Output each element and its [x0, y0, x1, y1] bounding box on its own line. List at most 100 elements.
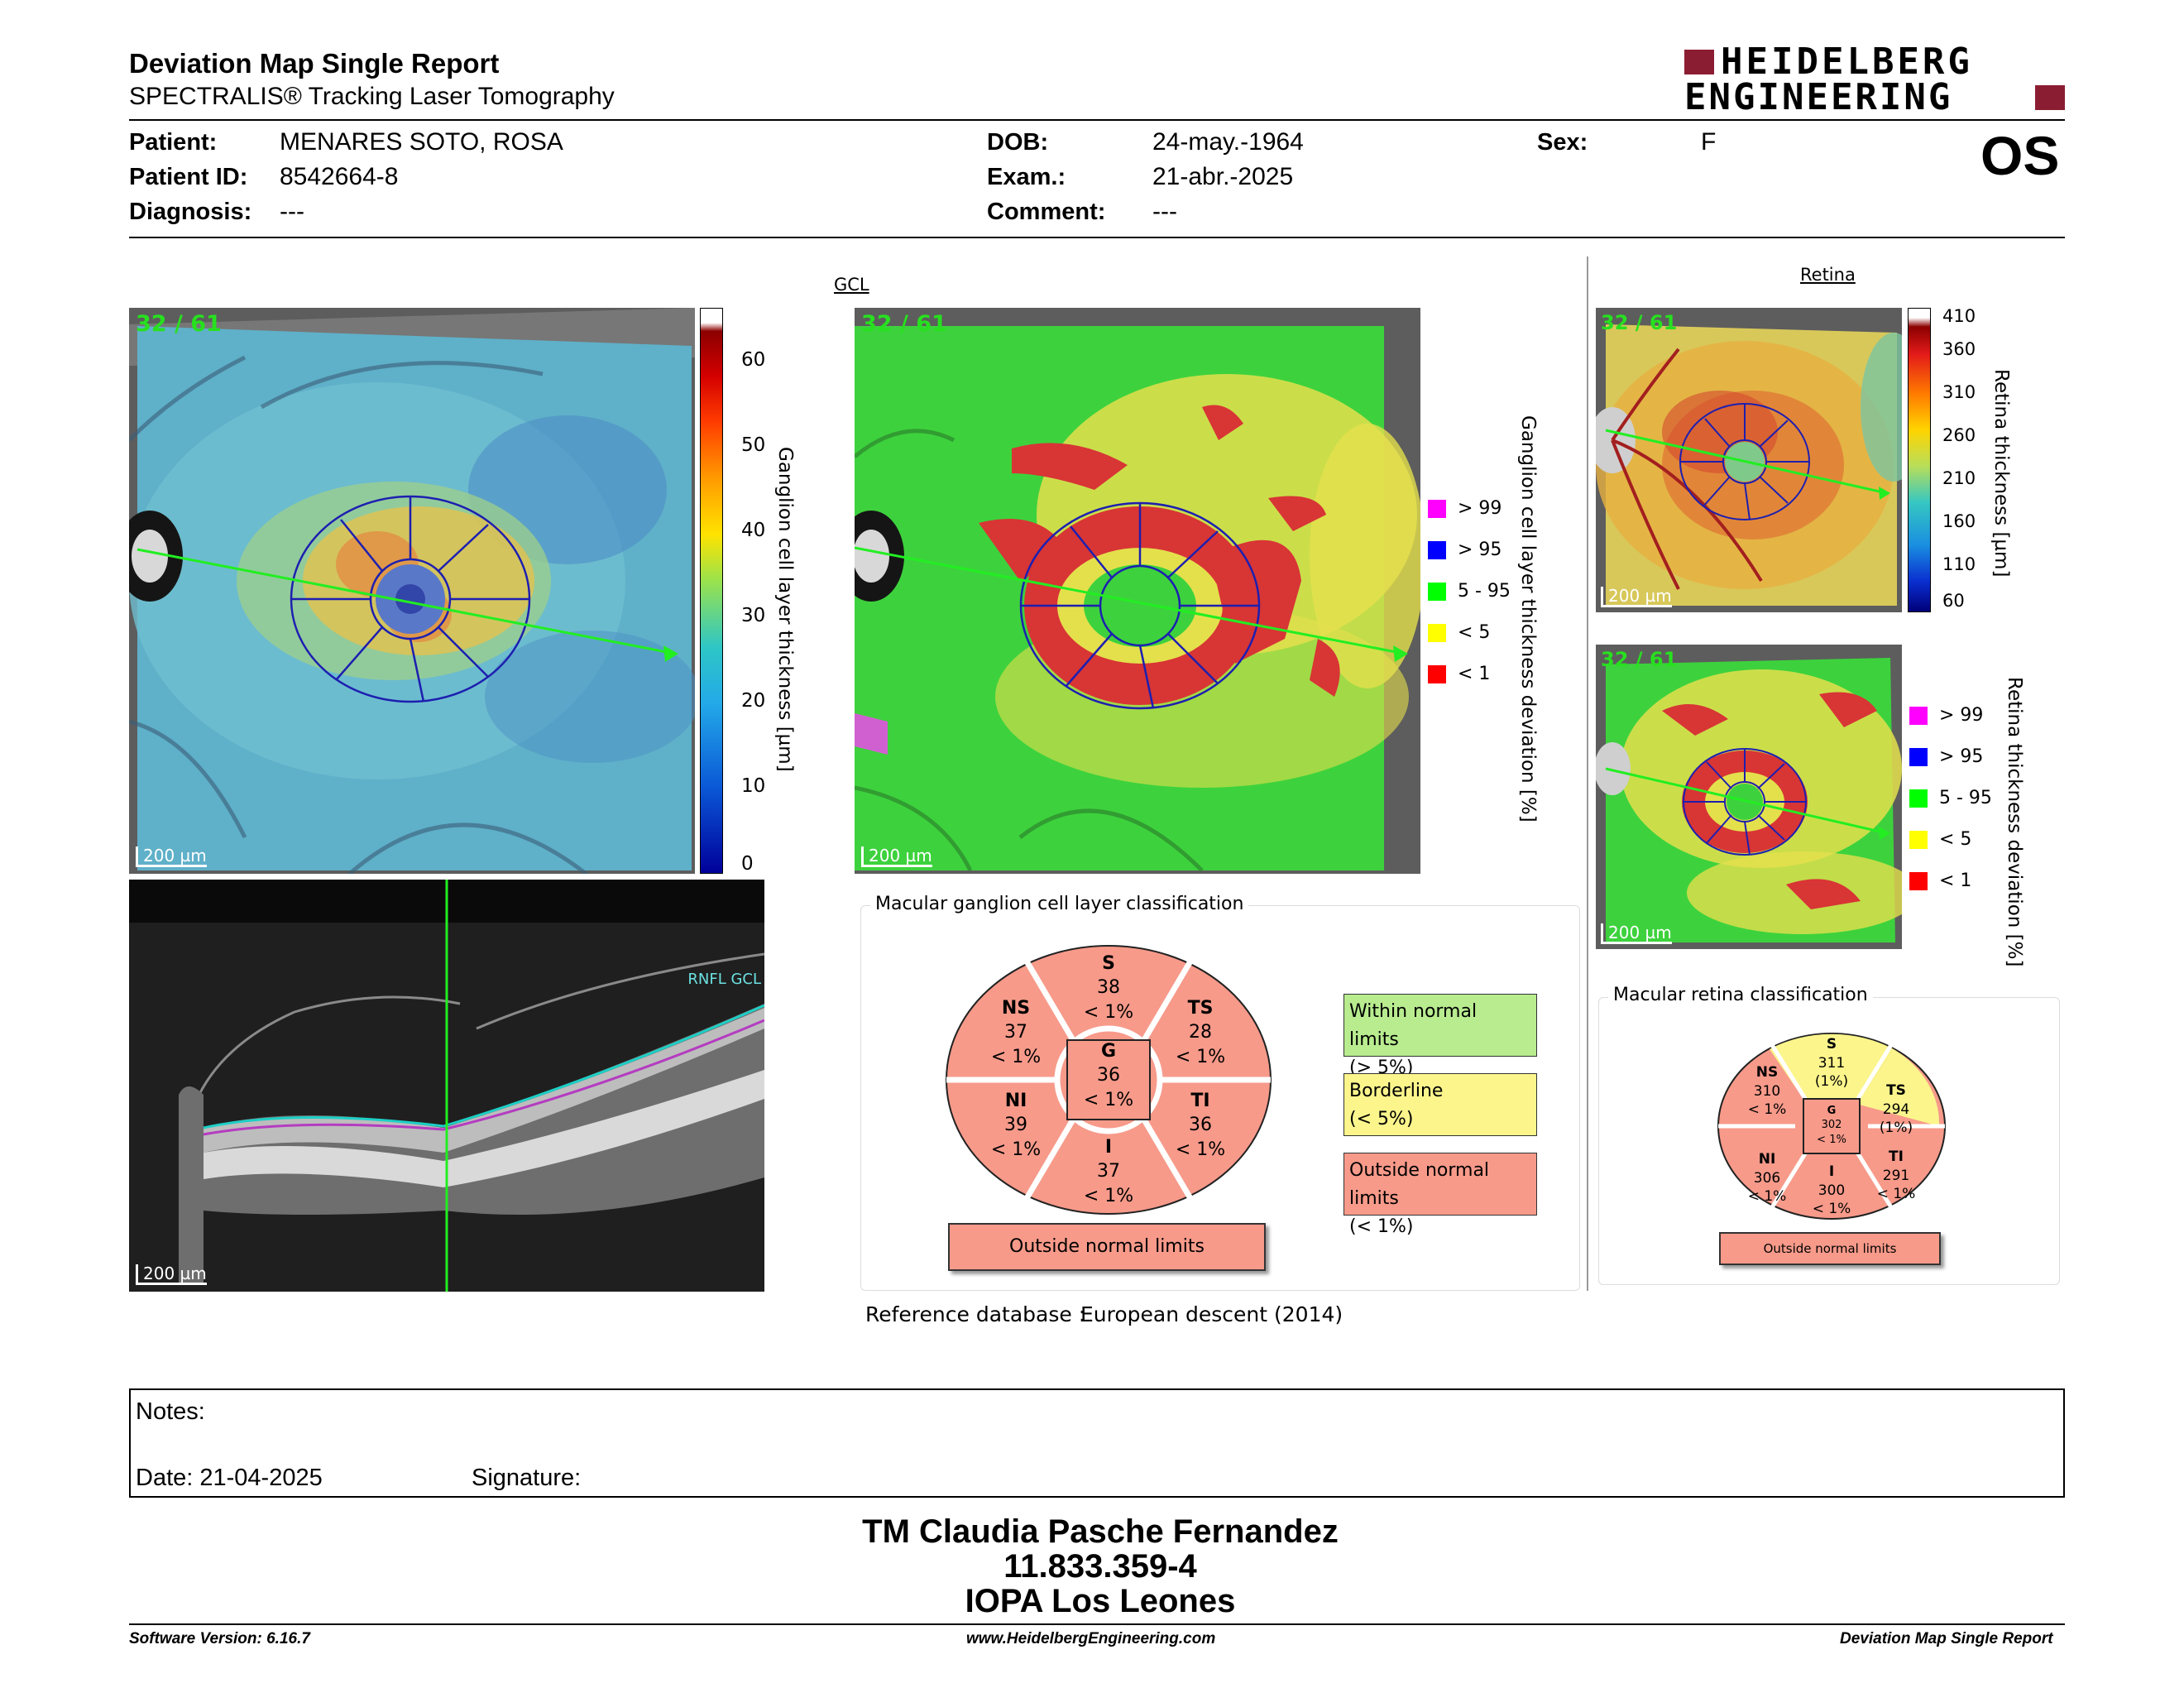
legend-box: Outside normal limits (< 1%) — [1343, 1153, 1537, 1237]
slice-counter: 32 / 61 — [136, 311, 222, 337]
legend-swatch — [1428, 623, 1446, 642]
colorbar-tick: 410 — [1942, 306, 1976, 326]
slice-counter: 32 / 61 — [861, 311, 947, 337]
notes-label: Notes: — [136, 1398, 205, 1425]
legend-swatch — [1909, 706, 1928, 725]
retina-thickness-axis-label: Retina thickness [µm] — [1990, 369, 2012, 578]
exam-label: Exam.: — [987, 164, 1066, 190]
scale-bar: 200 µm — [136, 1264, 207, 1285]
signer-name: TM Claudia Pasche Fernandez — [862, 1513, 1339, 1550]
scale-bar: 200 µm — [861, 846, 932, 867]
patient-id: 8542664-8 — [280, 163, 399, 190]
report-subtitle: SPECTRALIS® Tracking Laser Tomography — [129, 83, 615, 110]
colorbar-tick: 60 — [1942, 591, 1965, 611]
legend-item: < 5 — [1909, 829, 1971, 850]
report-title: Deviation Map Single Report — [129, 48, 500, 79]
sector-s: S 311 (1%) — [1814, 1036, 1849, 1091]
sector-i: I 300 < 1% — [1812, 1163, 1851, 1218]
sector-g: G 36 < 1% — [1083, 1041, 1134, 1110]
exam-value: 21-abr.-2025 — [1152, 163, 1294, 190]
legend-item: < 1 — [1428, 664, 1490, 684]
legend-item: 5 - 95 — [1909, 788, 1992, 808]
colorbar-tick: 210 — [1942, 468, 1976, 488]
legend-item: 5 - 95 — [1428, 581, 1511, 602]
colorbar-tick: 360 — [1942, 339, 1976, 359]
sector-ti: TI 36 < 1% — [1175, 1091, 1226, 1160]
legend-swatch — [1428, 582, 1446, 601]
reference-label: Reference database : — [865, 1302, 1086, 1326]
gcl-result-badge: Outside normal limits — [948, 1223, 1266, 1271]
layer-label: RNFL GCL — [687, 971, 761, 988]
signer-place: IOPA Los Leones — [965, 1583, 1236, 1619]
legend-item: < 1 — [1909, 870, 1971, 891]
scale-bar: 200 µm — [136, 846, 207, 867]
date-label: Date: 21-04-2025 — [136, 1465, 323, 1491]
gcl-deviation-axis-label: Ganglion cell layer thickness deviation … — [1517, 415, 1539, 822]
retina-thickness-map: 32 / 61 200 µm — [1596, 308, 1902, 612]
slice-counter: 32 / 61 — [1601, 311, 1678, 334]
retina-deviation-axis-label: Retina thickness deviation [%] — [2004, 677, 2025, 967]
website-link[interactable]: www.HeidelbergEngineering.com — [966, 1630, 1216, 1647]
retina-deviation-map: 32 / 61 200 µm — [1596, 645, 1902, 949]
colorbar-tick: 0 — [741, 853, 754, 875]
colorbar-tick: 110 — [1942, 554, 1976, 574]
patient-name: MENARES SOTO, ROSA — [280, 128, 563, 156]
legend-swatch — [1909, 871, 1928, 890]
patient-id-label: Patient ID: — [129, 164, 248, 190]
legend-swatch — [1909, 789, 1928, 808]
scale-bar: 200 µm — [1601, 923, 1672, 944]
comment-value: --- — [1152, 198, 1177, 225]
sector-ti: TI 291 < 1% — [1876, 1149, 1916, 1203]
colorbar-tick: 310 — [1942, 382, 1976, 402]
legend-swatch — [1909, 747, 1928, 766]
legend-label: < 1 — [1458, 664, 1491, 684]
oct-bscan: RNFL GCL 200 µm — [129, 880, 764, 1292]
sector-ns: NS 310 < 1% — [1747, 1064, 1787, 1119]
legend-item: > 95 — [1428, 539, 1502, 560]
legend-item: > 99 — [1428, 498, 1502, 519]
scale-bar: 200 µm — [1601, 587, 1672, 607]
signature-label: Signature: — [472, 1465, 582, 1491]
slice-counter: 32 / 61 — [1601, 648, 1678, 671]
retina-thickness-colorbar — [1908, 308, 1931, 612]
legend-swatch — [1428, 664, 1446, 683]
legend-label: 5 - 95 — [1939, 788, 1992, 808]
legend-label: > 95 — [1939, 746, 1984, 767]
gcl-thickness-colorbar — [700, 308, 723, 874]
sector-ni: NI 39 < 1% — [990, 1091, 1042, 1160]
retina-result-badge: Outside normal limits — [1719, 1232, 1941, 1265]
dob-value: 24-may.-1964 — [1152, 128, 1304, 156]
colorbar-tick: 50 — [741, 434, 766, 456]
sector-i: I 37 < 1% — [1083, 1137, 1134, 1206]
legend-label: < 5 — [1458, 622, 1491, 643]
patient-label: Patient: — [129, 129, 218, 156]
sex-label: Sex: — [1537, 129, 1588, 156]
colorbar-tick: 40 — [741, 520, 766, 541]
footer-report-name: Deviation Map Single Report — [1840, 1630, 2053, 1647]
legend-box: Within normal limits (> 5%) — [1343, 994, 1537, 1078]
colorbar-tick: 10 — [741, 775, 766, 797]
sector-ni: NI 306 < 1% — [1747, 1151, 1787, 1206]
gcl-deviation-map: 32 / 61 200 µm — [855, 308, 1420, 874]
sector-ts: TS 28 < 1% — [1175, 998, 1226, 1067]
gcl-title: GCL — [834, 275, 869, 295]
colorbar-tick: 20 — [741, 690, 766, 712]
gcl-thickness-map: 32 / 61 200 µm — [129, 308, 695, 874]
diagnosis-label: Diagnosis: — [129, 199, 252, 225]
legend-item: > 99 — [1909, 705, 1983, 726]
sector-ts: TS 294 (1%) — [1879, 1082, 1913, 1137]
legend-label: > 99 — [1458, 498, 1502, 519]
colorbar-tick: 30 — [741, 605, 766, 626]
diagnosis-value: --- — [280, 198, 304, 225]
retina-classification-chart — [1717, 1033, 1946, 1220]
sector-s: S 38 < 1% — [1083, 953, 1134, 1023]
heidelberg-logo: HEIDELBERG ENGINEERING — [1684, 41, 2065, 118]
signer-id: 11.833.359-4 — [1003, 1548, 1197, 1585]
legend-box: Borderline (< 5%) — [1343, 1073, 1537, 1136]
retina-title: Retina — [1800, 265, 1856, 285]
legend-label: > 99 — [1939, 705, 1984, 726]
gcl-thickness-axis-label: Ganglion cell layer thickness [µm] — [774, 447, 796, 772]
legend-swatch — [1909, 830, 1928, 849]
sector-g: G 302 < 1% — [1817, 1105, 1846, 1146]
legend-label: 5 - 95 — [1458, 581, 1511, 602]
